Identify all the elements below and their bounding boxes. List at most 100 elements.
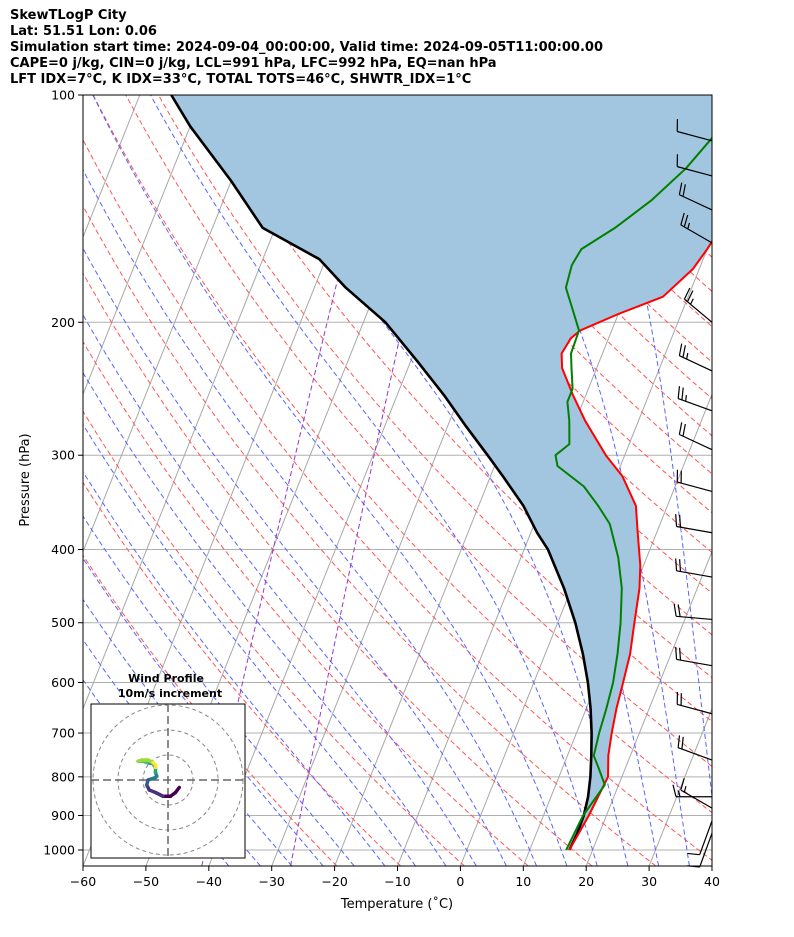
dry-adiabat-400 (353, 95, 712, 475)
x-tick-label--10: −10 (384, 874, 410, 889)
isotherm-50 (775, 95, 794, 866)
wind-barb-flag (682, 345, 686, 358)
hodograph-subtitle: 10m/s increment (118, 687, 222, 700)
y-tick-label-100: 100 (51, 88, 75, 103)
wind-barb-flag (683, 214, 689, 228)
wind-barb (676, 119, 713, 142)
isotherm-30 (648, 707, 712, 866)
cape-shaded-region (171, 95, 712, 850)
dry-adiabat-350 (190, 95, 712, 679)
x-tick-label--30: −30 (259, 874, 285, 889)
y-tick-label-600: 600 (51, 675, 75, 690)
wind-barb-staff (699, 832, 713, 868)
x-tick-label--50: −50 (133, 874, 159, 889)
wind-barb-half-flag (685, 395, 687, 402)
indices-line: LFT IDX=7°C, K IDX=33°C, TOTAL TOTS=46°C… (10, 72, 472, 87)
moist-adiabat-5 (83, 247, 507, 866)
wind-barb-flag (673, 603, 677, 617)
wind-barb (677, 386, 713, 412)
wind-barb-staff (680, 224, 713, 244)
isotherm-40 (711, 864, 712, 866)
wind-barb (675, 647, 713, 667)
dry-adiabat-270 (83, 410, 465, 866)
x-tick-label--40: −40 (196, 874, 222, 889)
moist-adiabat--35 (83, 638, 261, 866)
wind-barb-staff (680, 789, 713, 809)
y-tick-label-200: 200 (51, 315, 75, 330)
wind-barb-staff (677, 397, 713, 412)
temperature-profile-line (560, 239, 712, 851)
wind-barb-flag (681, 736, 684, 750)
wind-barb (680, 778, 713, 809)
dry-adiabat-280 (83, 340, 529, 866)
moist-adiabat-10 (83, 168, 538, 866)
wind-barb-half-flag (683, 785, 687, 793)
wind-barb-flag (680, 778, 685, 791)
wind-barb (676, 469, 713, 492)
y-tick-label-300: 300 (51, 448, 75, 463)
wind-barb-staff (676, 525, 713, 534)
wind-barb (680, 212, 713, 244)
wind-barb (676, 154, 713, 177)
wind-barb-flag (683, 287, 691, 300)
isotherm--120 (0, 95, 14, 866)
wind-barb-half-flag (687, 222, 691, 230)
wind-barb-staff (677, 747, 713, 761)
wind-barb (678, 343, 713, 372)
wind-barb-flag (679, 647, 682, 661)
chart-title-block: SkewTLogP City Lat: 51.51 Lon: 0.06 Simu… (10, 8, 603, 88)
wind-barb-flag (679, 559, 682, 572)
isotherm--100 (83, 95, 141, 239)
moist-adiabat-25 (224, 95, 629, 866)
dewpoint-profile-line (554, 136, 712, 851)
dry-adiabat-390 (320, 95, 712, 514)
wind-barb-staff (699, 820, 713, 855)
moist-adiabat--10 (83, 423, 416, 866)
wind-barb-staff (679, 194, 713, 211)
y-tick-label-1000: 1000 (43, 843, 75, 858)
moist-adiabat-35 (452, 95, 690, 866)
y-tick-label-800: 800 (51, 769, 75, 784)
wind-barb-staff (684, 298, 713, 323)
location-line: Lat: 51.51 Lon: 0.06 (10, 24, 157, 39)
wind-barb-staff (676, 658, 713, 667)
x-tick-label--60: −60 (70, 874, 96, 889)
wind-barb (675, 514, 713, 534)
wind-barb-staff (679, 355, 713, 372)
hodograph-inset: Wind Profile 10m/s increment (90, 672, 246, 859)
wind-barb (678, 182, 713, 211)
wind-barb-flag (678, 343, 683, 356)
wind-barb (673, 603, 713, 621)
time-line: Simulation start time: 2024-09-04_00:00:… (10, 40, 603, 55)
y-tick-label-700: 700 (51, 726, 75, 741)
dry-adiabat-340 (157, 95, 712, 722)
wind-barb-staff (677, 703, 713, 715)
wind-barb (678, 422, 713, 451)
wind-barb (683, 287, 713, 323)
wind-barb-flag (686, 290, 694, 302)
moist-adiabat--15 (83, 470, 386, 866)
wind-barb-flag (675, 514, 678, 527)
wind-barb-flag (680, 212, 685, 226)
y-tick-label-900: 900 (51, 808, 75, 823)
wind-barb-flag (672, 784, 677, 797)
wind-barb (676, 692, 713, 715)
parcel-profile-line (170, 95, 593, 851)
dry-adiabat-250 (83, 554, 338, 866)
hodograph-title: Wind Profile (128, 672, 204, 685)
wind-barb-flag (677, 386, 681, 399)
x-tick-label-0: 0 (456, 874, 464, 889)
wind-barb-flag (677, 735, 681, 748)
moist-adiabat-20 (150, 95, 598, 866)
isotherm--90 (83, 95, 204, 396)
moist-adiabat-0 (83, 313, 477, 866)
y-tick-label-500: 500 (51, 615, 75, 630)
wind-barb-flag (682, 184, 686, 197)
wind-barb-flag (682, 423, 686, 437)
wind-barb-staff (677, 166, 713, 177)
x-tick-label-20: 20 (578, 874, 594, 889)
wind-barb (672, 784, 712, 798)
wind-barb-half-flag (690, 298, 694, 305)
wind-barb-flag (687, 852, 700, 856)
